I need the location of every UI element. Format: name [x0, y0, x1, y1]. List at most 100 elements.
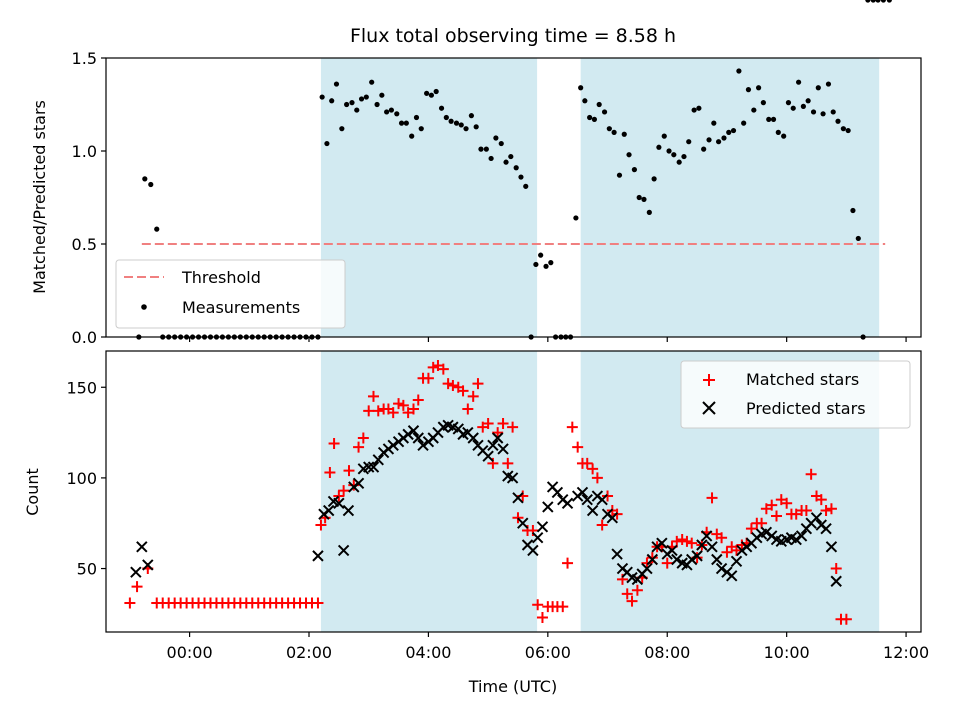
predicted-stars-point	[136, 541, 148, 553]
bottom-interval-0	[320, 351, 538, 632]
bottom-y-axis-label: Count	[23, 468, 42, 516]
top-axes-frame	[105, 57, 922, 338]
predicted-stars-point	[611, 548, 623, 560]
matched-stars-point	[756, 517, 768, 529]
matched-stars-point	[507, 421, 519, 433]
measurement-point	[596, 101, 602, 108]
predicted-stars-point	[596, 493, 608, 506]
measurement-point	[755, 85, 762, 91]
measurement-point	[621, 131, 627, 137]
measurement-point	[418, 126, 424, 132]
measurement-point	[548, 260, 554, 266]
predicted-stars-point	[130, 566, 142, 578]
predicted-stars-point	[561, 497, 574, 509]
matched-stars-point	[407, 403, 419, 415]
top-y-axis-label: Matched/Predicted stars	[30, 100, 49, 294]
top-legend-box	[115, 259, 346, 329]
measurement-point	[543, 263, 549, 269]
measurement-point	[379, 92, 385, 98]
legend-predicted-label: Predicted stars	[746, 399, 866, 418]
predicted-stars-point	[342, 504, 355, 517]
measurement-point	[498, 140, 504, 147]
predicted-stars-point	[417, 439, 429, 451]
matched-stars-point	[661, 557, 673, 569]
matched-stars-point	[372, 405, 384, 417]
count-panel: 50 100 150 00:00 02:00 04:00 06:00 08:00 10:00 1…	[23, 351, 929, 696]
measurement-point	[428, 92, 435, 98]
measurement-point	[538, 252, 544, 258]
top-ytick-label: 0.5	[72, 235, 97, 254]
matched-stars-point	[562, 557, 574, 569]
matched-stars-point	[131, 581, 143, 593]
matched-stars-point	[532, 599, 544, 611]
measurement-point	[661, 133, 667, 139]
predicted-stars-point	[407, 425, 420, 437]
measurement-point	[651, 176, 657, 182]
predicted-stars-point	[142, 559, 154, 571]
measurement-point	[344, 101, 350, 108]
top-legend: Threshold Measurements	[115, 259, 346, 329]
matched-stars-point	[820, 505, 832, 517]
predicted-stars-point	[387, 439, 399, 451]
matched-stars-point	[641, 557, 653, 569]
predicted-stars-point	[730, 555, 743, 568]
matched-stars-point	[442, 378, 454, 390]
predicted-stars-point	[606, 512, 619, 524]
legend-matched-swatch	[703, 374, 715, 386]
predicted-stars-point	[333, 497, 345, 509]
matched-stars-point	[422, 372, 434, 384]
predicted-stars-point	[700, 530, 713, 542]
predicted-stars-point	[551, 486, 564, 499]
bottom-observing-intervals	[320, 351, 880, 632]
measurement-point	[855, 235, 861, 242]
bottom-xtick-label: 04:00	[405, 643, 451, 662]
top-ytick-label: 0.0	[72, 328, 97, 347]
predicted-stars-point	[830, 575, 842, 587]
predicted-stars-point	[576, 486, 589, 499]
measurement-point	[845, 127, 851, 134]
measurement-point	[363, 94, 369, 100]
top-interval-1	[580, 58, 880, 337]
measurement-point	[691, 107, 697, 113]
top-interval-0	[320, 58, 538, 337]
measurement-point	[706, 137, 712, 143]
matched-stars-point	[343, 465, 355, 477]
measurement-point	[148, 181, 154, 188]
legend-measurements-label: Measurements	[182, 298, 300, 317]
measurement-point	[611, 129, 617, 135]
measurement-point	[726, 129, 732, 135]
legend-measurements-swatch	[141, 304, 147, 310]
chart-title: Flux total observing time = 8.58 h	[350, 25, 676, 47]
measurement-point	[483, 146, 489, 152]
measurement-point	[815, 85, 821, 91]
top-ytick-label: 1.5	[72, 49, 97, 68]
measurement-point	[760, 100, 766, 106]
matched-stars-point	[367, 390, 379, 402]
top-x-ticks	[188, 337, 907, 342]
matched-stars-point	[502, 457, 514, 469]
predicted-stars-point	[656, 537, 668, 549]
legend-predicted-swatch	[702, 401, 716, 415]
bottom-x-ticks: 00:00 02:00 04:00 06:00 08:00 10:00 12:00	[167, 632, 929, 662]
measurement-point	[646, 209, 652, 215]
matched-stars-point	[427, 361, 439, 373]
predicted-stars-point	[795, 530, 808, 542]
matched-stars-point	[393, 398, 405, 410]
predicted-stars-point	[402, 428, 414, 441]
measurement-point	[413, 114, 420, 121]
bottom-legend-box	[680, 360, 911, 429]
measurement-point	[329, 98, 335, 104]
measurement-point	[606, 126, 612, 132]
predicted-stars-point	[641, 562, 653, 575]
measurement-point	[626, 152, 632, 158]
matched-stars-point	[830, 563, 842, 575]
measurement-point	[886, 0, 892, 3]
matched-stars-point	[447, 379, 459, 391]
measurement-point	[468, 113, 475, 119]
matched-stars-point	[338, 485, 350, 497]
matched-stars-point	[315, 519, 327, 531]
measurement-point	[785, 100, 792, 106]
predicted-stars-point	[491, 432, 504, 444]
matched-stars-point	[357, 432, 369, 444]
measurement-point	[875, 0, 881, 3]
